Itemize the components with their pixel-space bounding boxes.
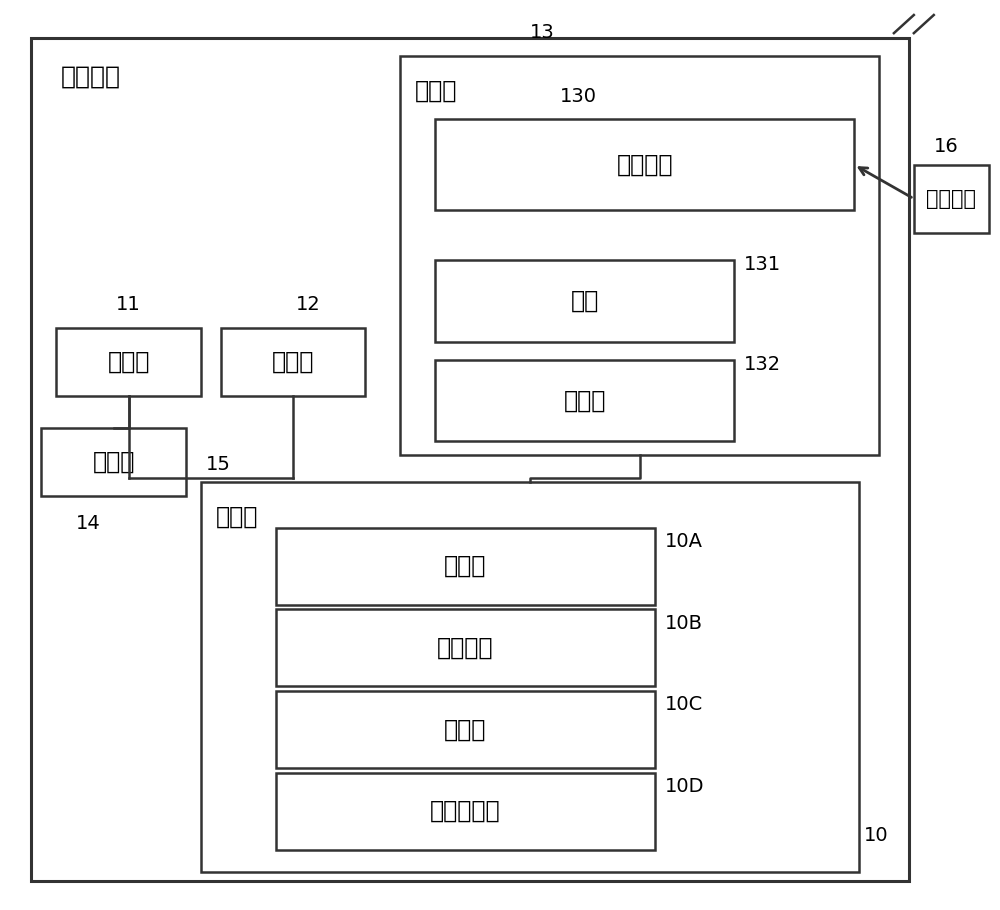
FancyBboxPatch shape xyxy=(400,56,879,455)
Text: 数据: 数据 xyxy=(571,288,599,313)
Text: 10A: 10A xyxy=(665,532,703,551)
Text: 13: 13 xyxy=(530,24,555,42)
FancyBboxPatch shape xyxy=(201,482,859,873)
Text: 峰确定部: 峰确定部 xyxy=(437,636,493,660)
FancyBboxPatch shape xyxy=(435,119,854,210)
Text: 10C: 10C xyxy=(665,695,703,714)
Text: 画面生成部: 画面生成部 xyxy=(430,799,500,823)
Text: 分析装置: 分析装置 xyxy=(61,65,121,89)
Text: 11: 11 xyxy=(116,296,141,314)
Text: 控制部: 控制部 xyxy=(216,505,258,529)
Text: 131: 131 xyxy=(744,256,781,275)
FancyBboxPatch shape xyxy=(56,328,201,396)
Text: 130: 130 xyxy=(560,86,597,106)
Text: 16: 16 xyxy=(934,136,959,156)
Text: 峰列表: 峰列表 xyxy=(564,389,606,412)
Text: 14: 14 xyxy=(76,514,101,533)
FancyBboxPatch shape xyxy=(221,328,365,396)
FancyBboxPatch shape xyxy=(31,37,909,882)
Text: 10B: 10B xyxy=(665,613,703,632)
Text: 推算部: 推算部 xyxy=(444,717,486,742)
FancyBboxPatch shape xyxy=(276,609,655,686)
Text: 15: 15 xyxy=(206,455,231,473)
FancyBboxPatch shape xyxy=(276,773,655,850)
Text: 通信部: 通信部 xyxy=(92,450,135,474)
Text: 存储部: 存储部 xyxy=(415,78,458,103)
Text: 输入部: 输入部 xyxy=(272,350,314,374)
Text: 显示部: 显示部 xyxy=(107,350,150,374)
FancyBboxPatch shape xyxy=(914,165,989,233)
Text: 10: 10 xyxy=(864,826,889,845)
FancyBboxPatch shape xyxy=(276,691,655,768)
Text: 记录介质: 记录介质 xyxy=(926,188,976,208)
FancyBboxPatch shape xyxy=(276,528,655,604)
Text: 12: 12 xyxy=(296,296,320,314)
Text: 10D: 10D xyxy=(665,777,704,796)
FancyBboxPatch shape xyxy=(435,359,734,441)
FancyBboxPatch shape xyxy=(41,428,186,496)
Text: 132: 132 xyxy=(744,355,781,374)
Text: 分析程序: 分析程序 xyxy=(616,153,673,177)
Text: 获取部: 获取部 xyxy=(444,554,486,578)
FancyBboxPatch shape xyxy=(435,260,734,341)
